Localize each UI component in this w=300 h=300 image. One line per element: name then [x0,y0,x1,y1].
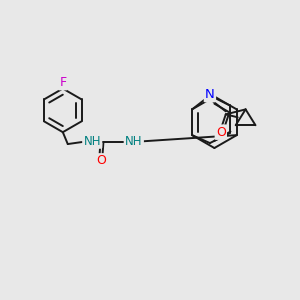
Text: O: O [97,154,106,167]
Text: NH: NH [84,135,101,148]
Text: O: O [216,126,226,139]
Text: N: N [205,88,215,101]
Text: F: F [59,76,66,89]
Text: NH: NH [125,135,143,148]
